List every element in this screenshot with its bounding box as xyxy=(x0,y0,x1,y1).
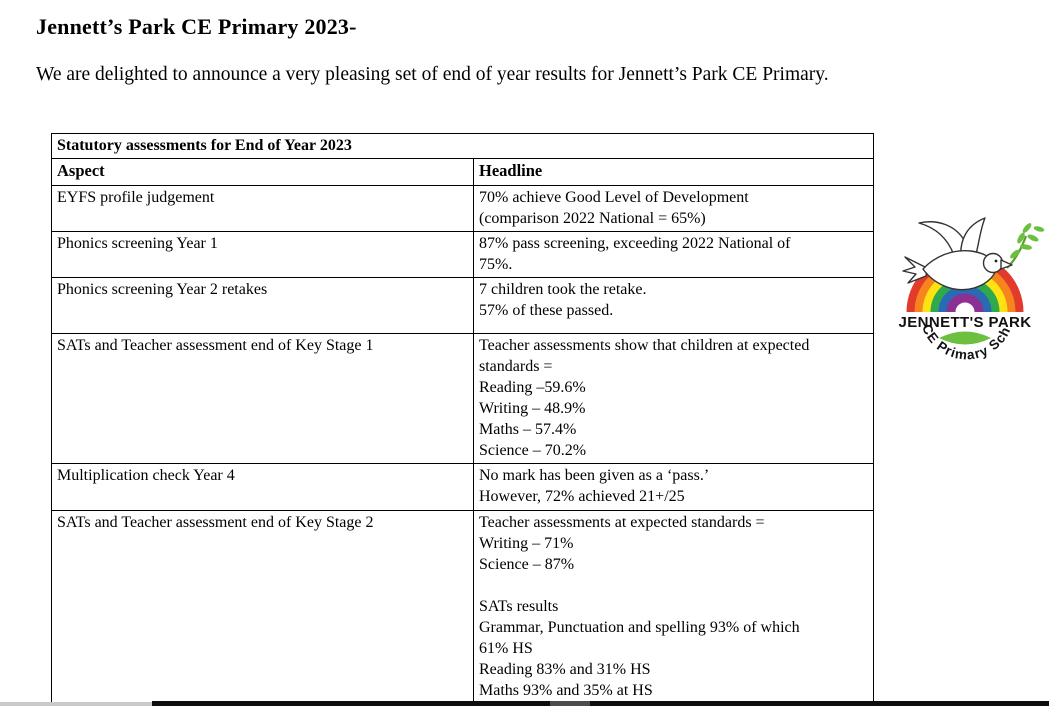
headline-line: 87% pass screening, exceeding 2022 Natio… xyxy=(479,235,791,252)
table-row: EYFS profile judgement 70% achieve Good … xyxy=(51,185,874,232)
headline-line: Grammar, Punctuation and spelling 93% of… xyxy=(479,619,800,636)
headline-line: standards = xyxy=(479,358,553,375)
headline-cell: No mark has been given as a ‘pass.’ Howe… xyxy=(473,463,874,511)
headline-line: SATs results xyxy=(479,598,559,615)
results-table: Statutory assessments for End of Year 20… xyxy=(51,133,874,706)
headline-line: 75%. xyxy=(479,256,513,273)
logo-title: JENNETT'S PARK xyxy=(898,314,1031,331)
dove-icon xyxy=(902,217,1013,291)
headline-line: Writing – 71% xyxy=(479,535,574,552)
aspect-cell: Phonics screening Year 1 xyxy=(51,231,474,278)
headline-line: Maths 93% and 35% at HS xyxy=(479,682,653,699)
aspect-text: EYFS profile judgement xyxy=(57,189,215,206)
table-caption-row: Statutory assessments for End of Year 20… xyxy=(51,133,874,159)
headline-line: (comparison 2022 National = 65%) xyxy=(479,210,706,227)
table-caption: Statutory assessments for End of Year 20… xyxy=(51,133,874,159)
aspect-cell: SATs and Teacher assessment end of Key S… xyxy=(51,333,474,464)
table-row: SATs and Teacher assessment end of Key S… xyxy=(51,510,874,706)
headline-line: Science – 87% xyxy=(479,556,575,573)
headline-line: No mark has been given as a ‘pass.’ xyxy=(479,467,710,484)
aspect-cell: Multiplication check Year 4 xyxy=(51,463,474,511)
page-title: Jennett’s Park CE Primary 2023- xyxy=(36,14,357,39)
table-row: Phonics screening Year 1 87% pass screen… xyxy=(51,231,874,278)
headline-line: 61% HS xyxy=(479,640,533,657)
intro-paragraph: We are delighted to announce a very plea… xyxy=(36,64,829,85)
aspect-cell: SATs and Teacher assessment end of Key S… xyxy=(51,510,474,706)
column-header-aspect: Aspect xyxy=(51,158,474,186)
headline-line: Reading 83% and 31% HS xyxy=(479,661,651,678)
headline-line: Maths – 57.4% xyxy=(479,421,577,438)
bottom-bar-patch xyxy=(550,701,590,706)
headline-line: Science – 70.2% xyxy=(479,442,587,459)
table-row: Multiplication check Year 4 No mark has … xyxy=(51,463,874,511)
aspect-text: Multiplication check Year 4 xyxy=(57,467,235,484)
aspect-text: SATs and Teacher assessment end of Key S… xyxy=(57,337,374,354)
dove-eye xyxy=(994,259,998,263)
table-header-row: Aspect Headline xyxy=(51,158,874,186)
headline-line: 57% of these passed. xyxy=(479,302,614,319)
headline-cell: 70% achieve Good Level of Development (c… xyxy=(473,185,874,232)
aspect-text: Phonics screening Year 1 xyxy=(57,235,218,252)
headline-cell: Teacher assessments at expected standard… xyxy=(473,510,874,706)
headline-cell: 7 children took the retake. 57% of these… xyxy=(473,277,874,334)
headline-cell: Teacher assessments show that children a… xyxy=(473,333,874,464)
aspect-text: SATs and Teacher assessment end of Key S… xyxy=(57,514,374,531)
headline-line: However, 72% achieved 21+/25 xyxy=(479,488,685,505)
table-row: SATs and Teacher assessment end of Key S… xyxy=(51,333,874,464)
leaf-shape xyxy=(939,331,991,345)
column-header-headline: Headline xyxy=(473,158,874,186)
headline-line: Writing – 48.9% xyxy=(479,400,586,417)
headline-cell: 87% pass screening, exceeding 2022 Natio… xyxy=(473,231,874,278)
olive-branch-icon xyxy=(1006,223,1045,269)
headline-line: 7 children took the retake. xyxy=(479,281,647,298)
aspect-cell: Phonics screening Year 2 retakes xyxy=(51,277,474,334)
headline-line xyxy=(479,575,867,596)
aspect-text: Phonics screening Year 2 retakes xyxy=(57,281,268,298)
bottom-bar xyxy=(152,701,1049,706)
table-row: Phonics screening Year 2 retakes 7 child… xyxy=(51,277,874,334)
headline-line: 70% achieve Good Level of Development xyxy=(479,189,749,206)
aspect-cell: EYFS profile judgement xyxy=(51,185,474,232)
school-logo: JENNETT'S PARK CE Primary School xyxy=(893,216,1045,363)
headline-line: Reading –59.6% xyxy=(479,379,586,396)
headline-line: Teacher assessments at expected standard… xyxy=(479,514,765,531)
headline-line: Teacher assessments show that children a… xyxy=(479,337,810,354)
